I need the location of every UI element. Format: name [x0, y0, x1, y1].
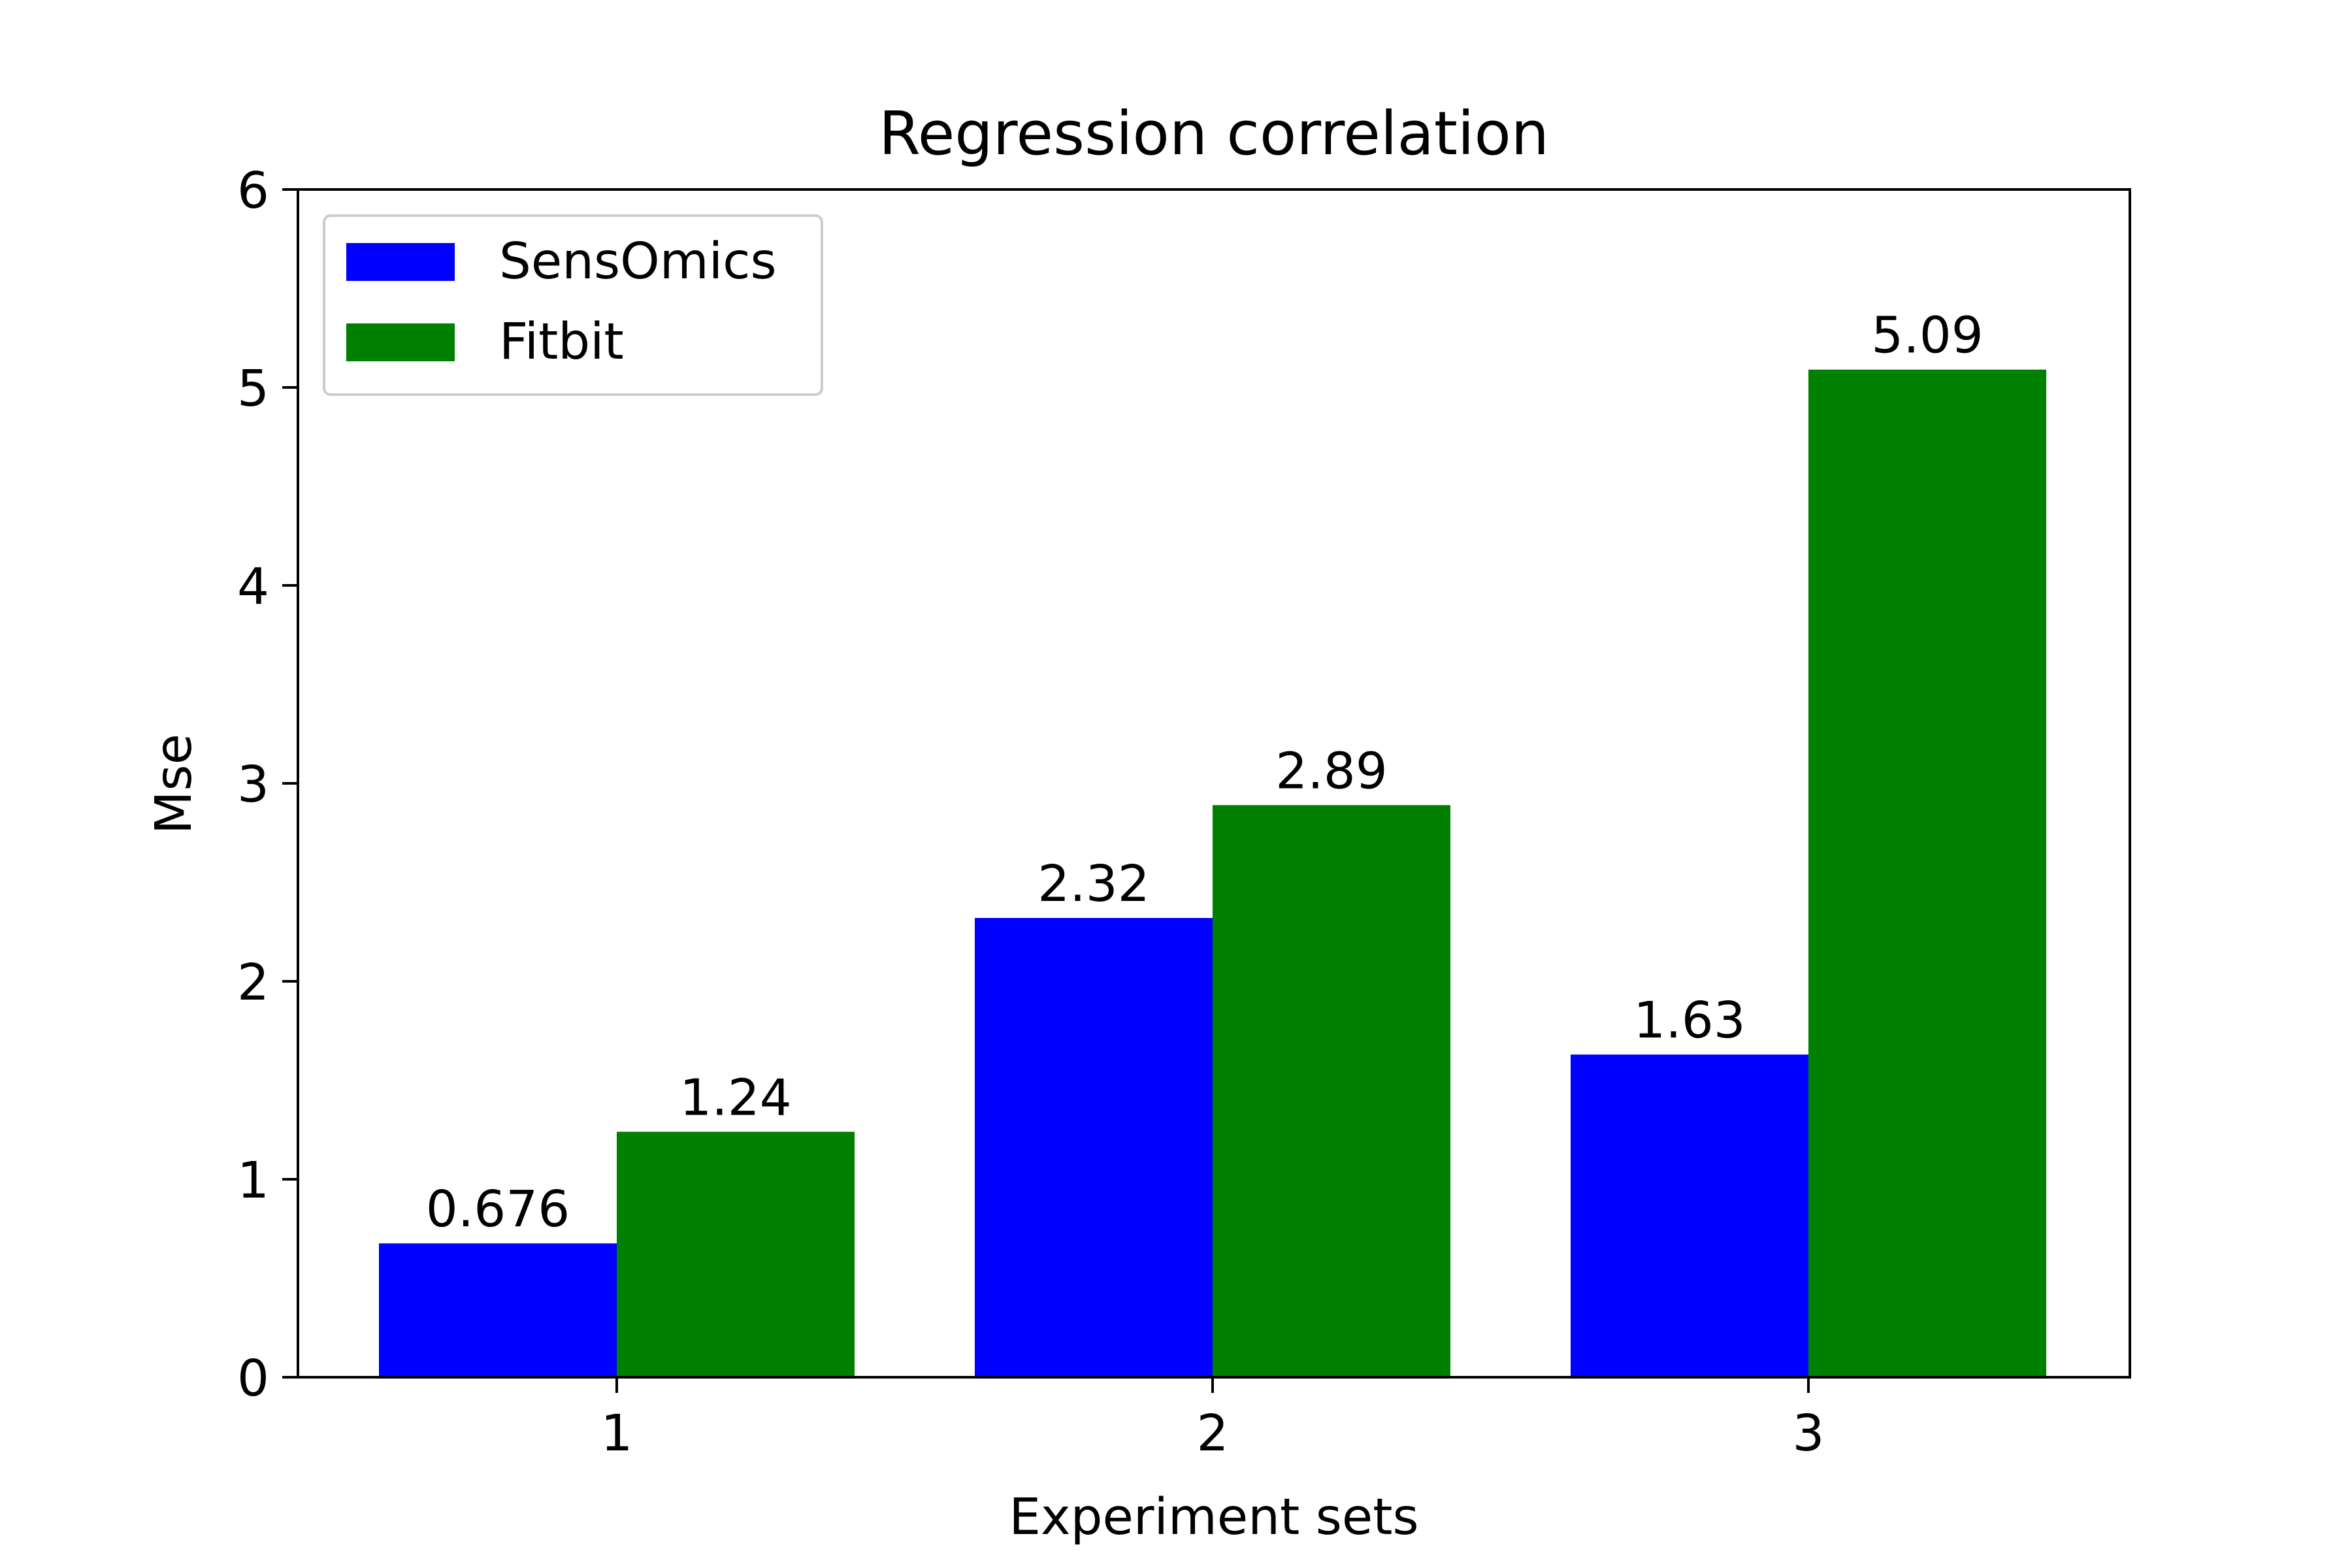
y-tick-label-6: 6	[237, 162, 269, 220]
y-tick-label-3: 3	[237, 756, 269, 814]
bar-fitbit-2	[1213, 805, 1450, 1377]
bar-sensomics-1	[379, 1243, 617, 1377]
legend-label-sensomics: SensOmics	[499, 233, 777, 291]
y-axis-ticks: 0 1 2 3 4 5 6	[237, 162, 298, 1408]
data-label-sensomics-1: 0.676	[426, 1181, 570, 1239]
data-labels-layer: 0.676 2.32 1.63 1.24 2.89 5.09	[426, 307, 1984, 1239]
y-tick-label-0: 0	[237, 1350, 269, 1408]
data-label-fitbit-1: 1.24	[679, 1069, 791, 1127]
legend-label-fitbit: Fitbit	[499, 313, 624, 371]
x-axis-ticks: 1 2 3	[601, 1377, 1825, 1463]
bar-fitbit-3	[1808, 369, 2046, 1377]
data-label-fitbit-3: 5.09	[1871, 307, 1983, 365]
y-tick-label-2: 2	[237, 954, 269, 1012]
legend-swatch-fitbit	[346, 323, 455, 361]
y-tick-label-1: 1	[237, 1152, 269, 1210]
y-axis-label: Mse	[145, 734, 203, 834]
bars-layer	[379, 369, 2046, 1377]
bar-sensomics-2	[975, 918, 1213, 1377]
x-tick-label-2: 2	[1197, 1405, 1229, 1463]
y-tick-label-4: 4	[237, 558, 269, 616]
bar-fitbit-1	[617, 1132, 855, 1377]
bar-sensomics-3	[1571, 1054, 1808, 1377]
data-label-sensomics-3: 1.63	[1633, 992, 1745, 1050]
x-axis-label: Experiment sets	[1009, 1488, 1418, 1546]
legend: SensOmics Fitbit	[323, 214, 823, 396]
legend-swatch-sensomics	[346, 243, 455, 281]
x-tick-label-1: 1	[601, 1405, 633, 1463]
x-tick-label-3: 3	[1793, 1405, 1825, 1463]
chart-title: Regression correlation	[879, 99, 1549, 169]
data-label-sensomics-2: 2.32	[1037, 855, 1149, 913]
y-tick-label-5: 5	[237, 360, 269, 418]
data-label-fitbit-2: 2.89	[1275, 742, 1387, 800]
